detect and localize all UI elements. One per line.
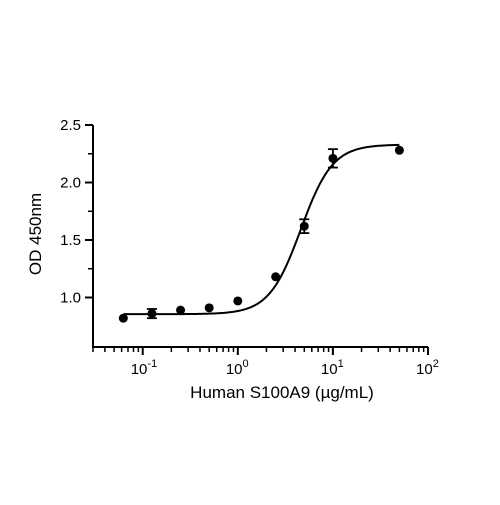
data-point [118,313,128,323]
data-point [394,145,404,155]
fit-curve-layer [123,143,400,316]
fit-curve [123,143,400,316]
data-point [271,272,281,282]
x-tick-label: 100 [226,358,249,378]
y-tick-label: 2.5 [60,117,81,134]
data-point [176,305,186,315]
data-point [233,296,243,306]
axes: 1.0 1.5 2.0 2.5 10-1 100 101 102 [60,117,439,378]
data-points-layer [118,145,404,323]
y-tick-label: 2.0 [60,175,81,192]
x-axis-label: Human S100A9 (µg/mL) [190,383,374,402]
data-point [204,303,214,313]
data-point [147,309,157,319]
x-tick-label: 10-1 [131,358,157,378]
data-point [299,221,309,231]
y-tick-label: 1.0 [60,290,81,307]
y-axis-label: OD 450nm [26,193,45,275]
data-point [328,153,338,163]
x-tick-label: 101 [321,358,344,378]
x-tick-label: 102 [416,358,439,378]
y-tick-label: 1.5 [60,232,81,249]
